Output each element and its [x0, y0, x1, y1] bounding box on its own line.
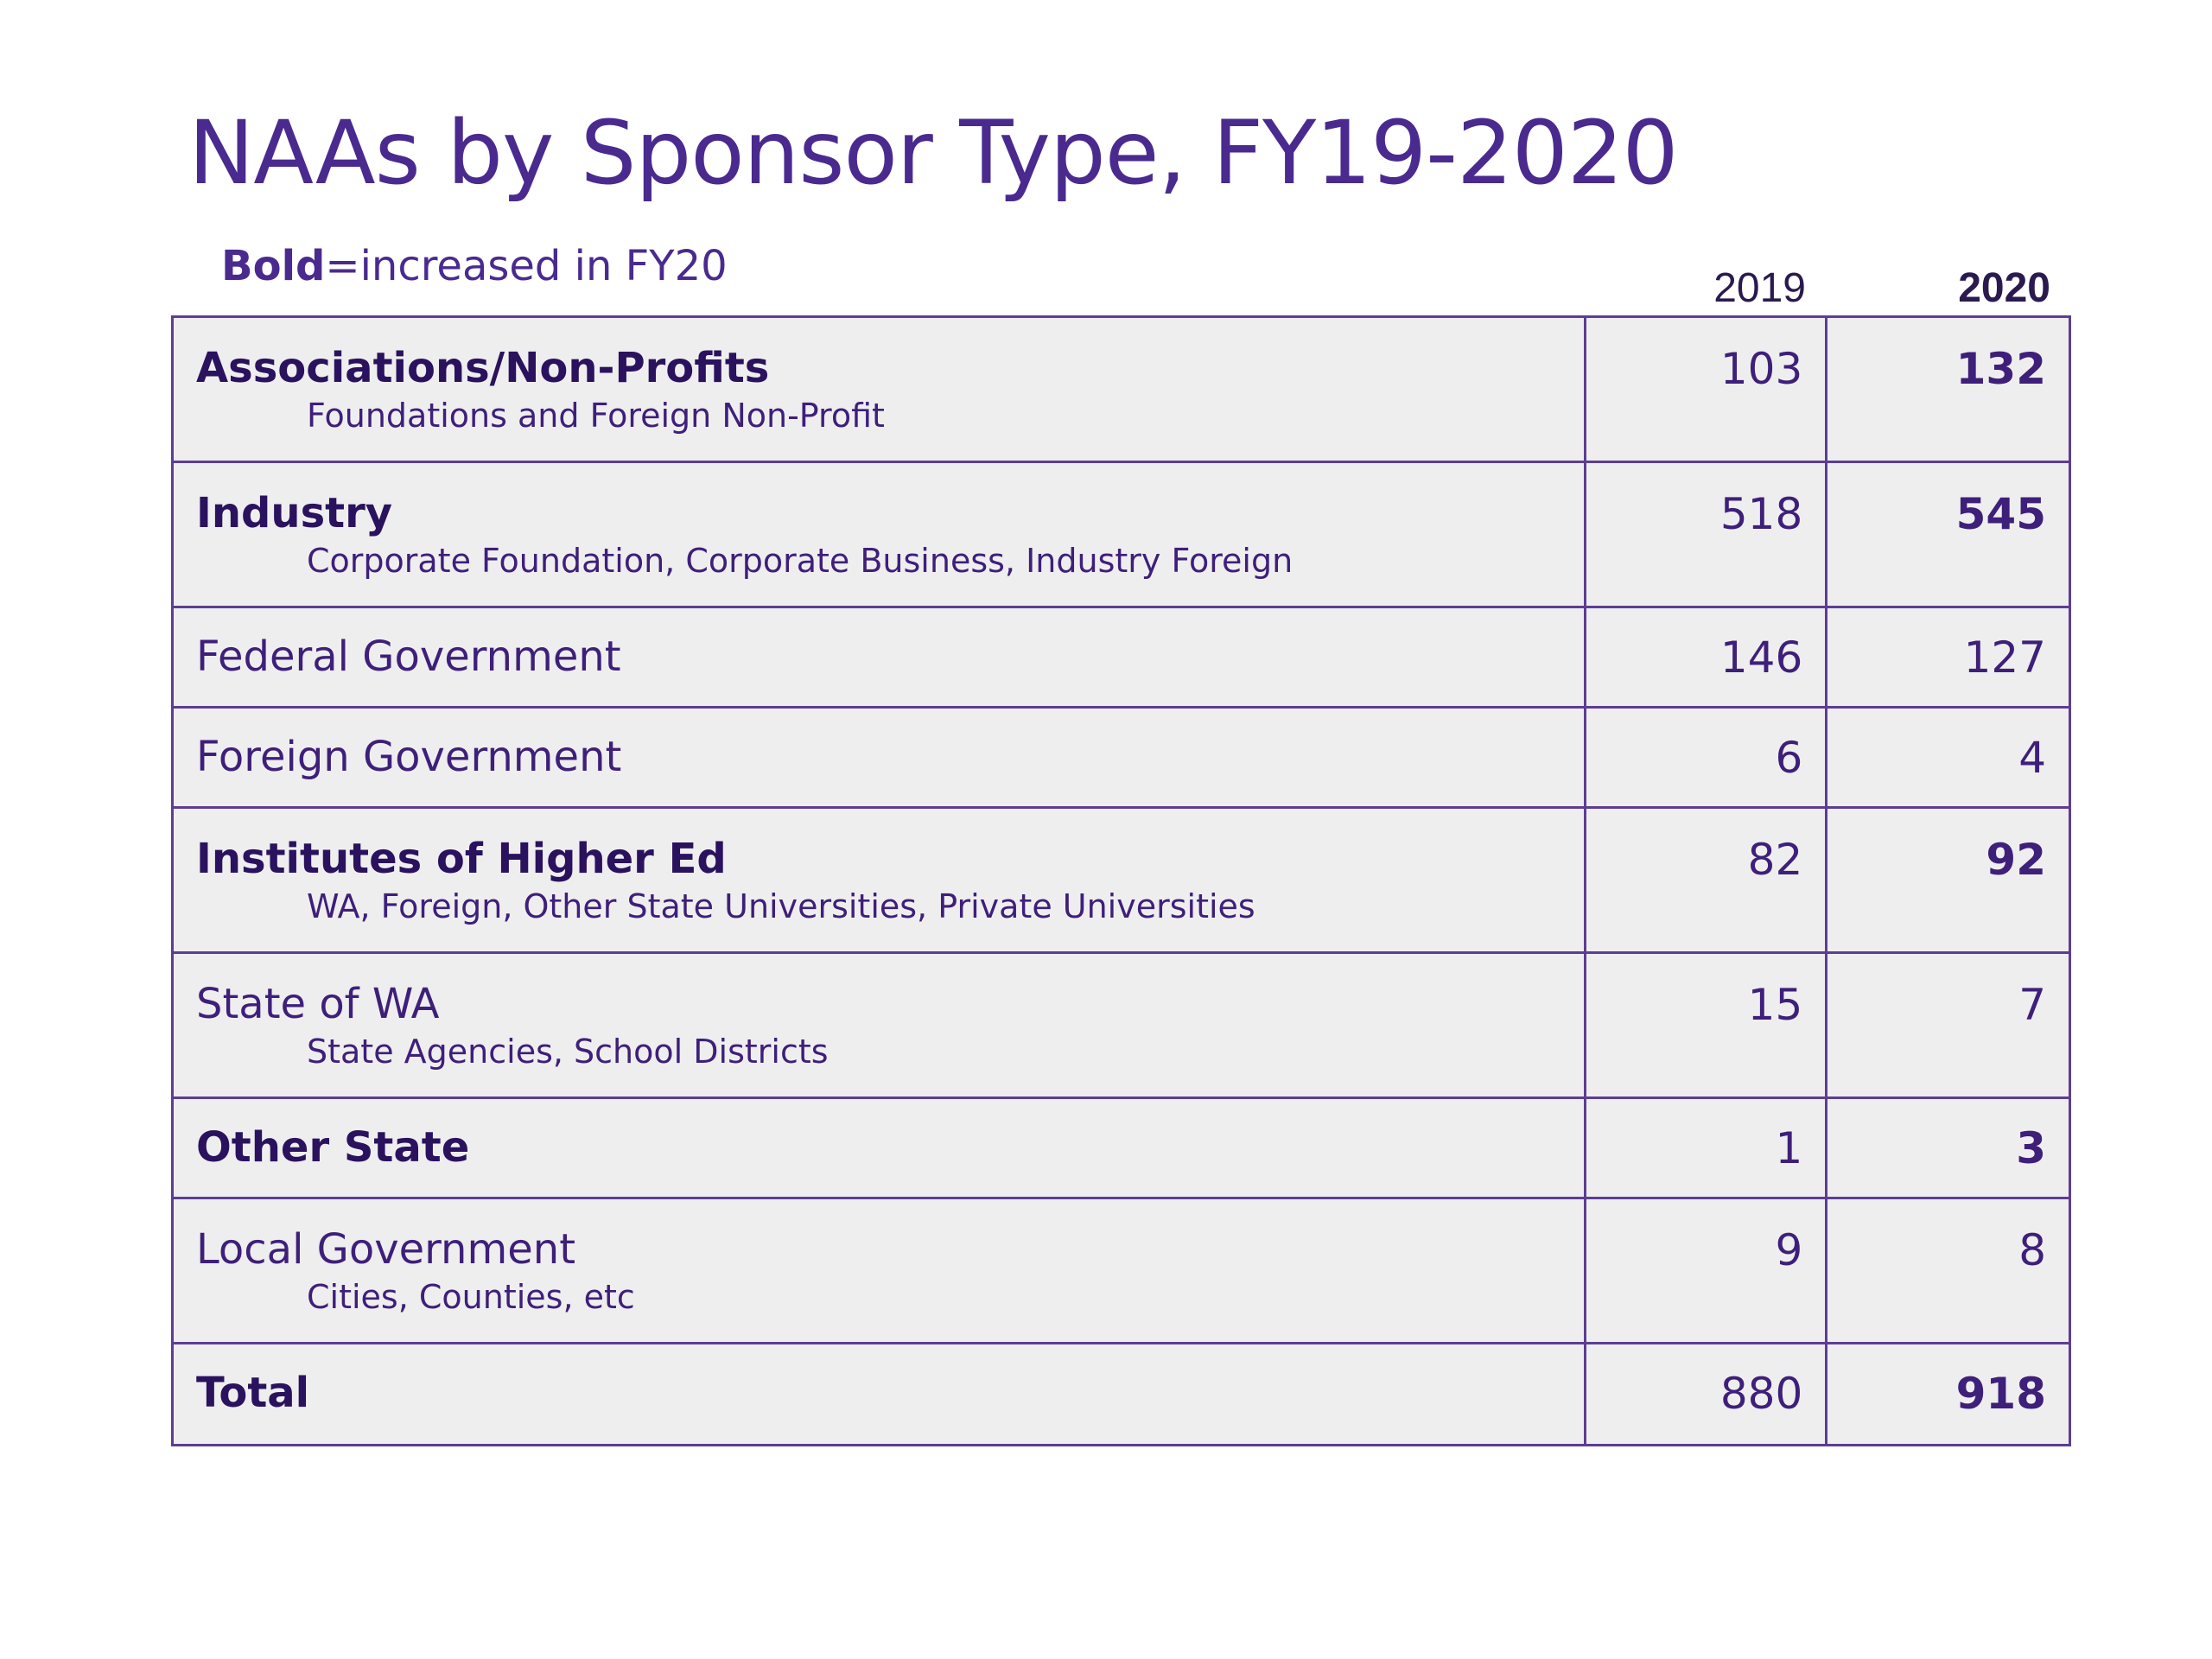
- table-row: Industry Corporate Foundation, Corporate…: [171, 461, 2071, 608]
- row-label-cell: Other State: [171, 1096, 1586, 1199]
- sponsor-type-table: Associations/Non-Profits Foundations and…: [171, 315, 2071, 1446]
- table-row: Other State 1 3: [171, 1096, 2071, 1199]
- total-row: Total 880 918: [171, 1342, 2071, 1446]
- row-label-cell: Total: [171, 1342, 1586, 1446]
- row-sublabel: Cities, Counties, etc: [307, 1278, 635, 1316]
- row-label: Total: [196, 1369, 310, 1417]
- table-row: Local Government Cities, Counties, etc 9…: [171, 1197, 2071, 1344]
- row-label-cell: Federal Government: [171, 606, 1586, 709]
- bold-legend: Bold=increased in FY20: [221, 242, 728, 290]
- row-label-cell: Foreign Government: [171, 706, 1586, 809]
- value-2019: 518: [1583, 461, 1828, 608]
- value-2020: 7: [1825, 951, 2071, 1099]
- row-label: Foreign Government: [196, 733, 622, 781]
- page-title: NAAs by Sponsor Type, FY19-2020: [188, 102, 1679, 205]
- row-label-cell: Institutes of Higher Ed WA, Foreign, Oth…: [171, 806, 1586, 954]
- row-label-cell: Associations/Non-Profits Foundations and…: [171, 315, 1586, 463]
- row-sublabel: WA, Foreign, Other State Universities, P…: [307, 887, 1255, 925]
- row-sublabel: Corporate Foundation, Corporate Business…: [307, 542, 1294, 580]
- value-2020: 8: [1825, 1197, 2071, 1344]
- row-label: Local Government: [196, 1225, 576, 1274]
- value-2020: 918: [1825, 1342, 2071, 1446]
- row-sublabel: Foundations and Foreign Non-Profit: [307, 397, 885, 435]
- value-2019: 6: [1583, 706, 1828, 809]
- table-row: Associations/Non-Profits Foundations and…: [171, 315, 2071, 463]
- row-label-cell: Local Government Cities, Counties, etc: [171, 1197, 1586, 1344]
- value-2020: 127: [1825, 606, 2071, 709]
- row-label-cell: State of WA State Agencies, School Distr…: [171, 951, 1586, 1099]
- value-2019: 880: [1583, 1342, 1828, 1446]
- value-2019: 15: [1583, 951, 1828, 1099]
- table-row: Federal Government 146 127: [171, 606, 2071, 709]
- value-2020: 3: [1825, 1096, 2071, 1199]
- value-2019: 1: [1583, 1096, 1828, 1199]
- row-label-cell: Industry Corporate Foundation, Corporate…: [171, 461, 1586, 608]
- value-2019: 9: [1583, 1197, 1828, 1344]
- row-label: Associations/Non-Profits: [196, 344, 770, 392]
- value-2019: 103: [1583, 315, 1828, 463]
- column-header-2020: 2020: [1958, 265, 2050, 311]
- value-2020: 4: [1825, 706, 2071, 809]
- row-label: Federal Government: [196, 632, 621, 681]
- row-label: Institutes of Higher Ed: [196, 835, 727, 883]
- row-label: Other State: [196, 1123, 470, 1172]
- value-2020: 545: [1825, 461, 2071, 608]
- legend-bold-word: Bold: [221, 242, 326, 290]
- row-label: Industry: [196, 489, 393, 537]
- legend-text: =increased in FY20: [325, 242, 728, 290]
- row-sublabel: State Agencies, School Districts: [307, 1033, 829, 1071]
- table-row: State of WA State Agencies, School Distr…: [171, 951, 2071, 1099]
- table-row: Institutes of Higher Ed WA, Foreign, Oth…: [171, 806, 2071, 954]
- value-2019: 146: [1583, 606, 1828, 709]
- value-2019: 82: [1583, 806, 1828, 954]
- column-header-2019: 2019: [1713, 265, 1806, 311]
- value-2020: 132: [1825, 315, 2071, 463]
- value-2020: 92: [1825, 806, 2071, 954]
- row-label: State of WA: [196, 980, 440, 1028]
- table-row: Foreign Government 6 4: [171, 706, 2071, 809]
